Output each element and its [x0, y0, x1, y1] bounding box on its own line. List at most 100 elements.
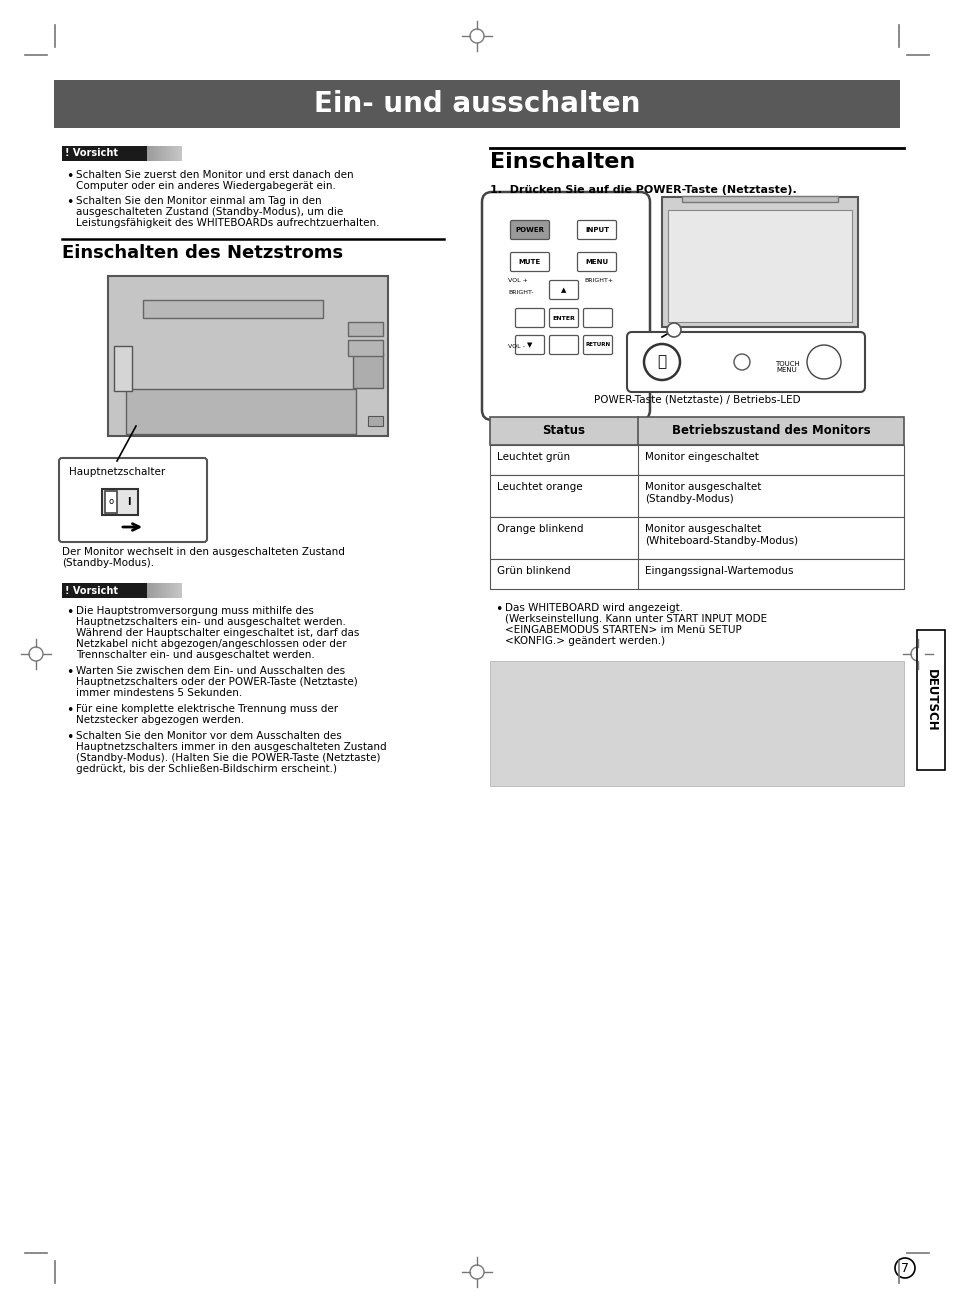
Text: POWER-Taste (Netztaste) / Betriebs-LED: POWER-Taste (Netztaste) / Betriebs-LED — [593, 395, 800, 405]
Bar — [91, 583, 94, 598]
Text: Leuchtet grün: Leuchtet grün — [497, 453, 570, 462]
Bar — [70, 146, 71, 161]
Bar — [180, 146, 182, 161]
FancyBboxPatch shape — [510, 221, 549, 239]
Text: Einschalten des Netzstroms: Einschalten des Netzstroms — [62, 245, 343, 262]
Text: Hauptnetzschalter: Hauptnetzschalter — [69, 467, 165, 477]
Text: ⏻: ⏻ — [657, 354, 666, 369]
Bar — [62, 146, 147, 161]
Bar — [140, 146, 142, 161]
Bar — [108, 583, 110, 598]
Bar — [178, 583, 180, 598]
Bar — [64, 146, 66, 161]
Text: Hauptnetzschalters immer in den ausgeschalteten Zustand: Hauptnetzschalters immer in den ausgesch… — [76, 742, 386, 752]
Bar — [180, 583, 182, 598]
Text: Netzkabel nicht abgezogen/angeschlossen oder der: Netzkabel nicht abgezogen/angeschlossen … — [76, 640, 346, 649]
Text: VOL -: VOL - — [507, 344, 524, 349]
Bar — [102, 146, 104, 161]
Text: (Werkseinstellung. Kann unter START INPUT MODE: (Werkseinstellung. Kann unter START INPU… — [504, 613, 766, 624]
Text: Monitor ausgeschaltet
(Standby-Modus): Monitor ausgeschaltet (Standby-Modus) — [644, 483, 760, 504]
Bar — [108, 276, 388, 436]
Bar — [173, 583, 175, 598]
Bar — [106, 583, 108, 598]
Text: Die Hauptstromversorgung muss mithilfe des: Die Hauptstromversorgung muss mithilfe d… — [76, 606, 314, 616]
Bar — [348, 340, 382, 356]
FancyBboxPatch shape — [549, 335, 578, 354]
Circle shape — [806, 345, 841, 379]
Bar — [916, 630, 944, 770]
Bar — [142, 146, 144, 161]
Text: Hauptnetzschalters ein- und ausgeschaltet werden.: Hauptnetzschalters ein- und ausgeschalte… — [76, 617, 346, 627]
Bar — [160, 583, 162, 598]
Text: INPUT: INPUT — [584, 228, 608, 233]
Bar — [158, 583, 160, 598]
Text: Warten Sie zwischen dem Ein- und Ausschalten des: Warten Sie zwischen dem Ein- und Ausscha… — [76, 666, 345, 676]
Text: Der Monitor wechselt in den ausgeschalteten Zustand: Der Monitor wechselt in den ausgeschalte… — [62, 547, 345, 557]
Bar — [110, 146, 112, 161]
Text: ausgeschalteten Zustand (Standby-Modus), um die: ausgeschalteten Zustand (Standby-Modus),… — [76, 207, 343, 217]
Bar — [170, 146, 172, 161]
Bar — [104, 583, 106, 598]
FancyBboxPatch shape — [549, 280, 578, 300]
Bar — [166, 146, 168, 161]
Bar — [98, 583, 100, 598]
Bar — [138, 146, 140, 161]
Text: •: • — [495, 603, 502, 616]
Text: BRIGHT-: BRIGHT- — [507, 289, 533, 294]
Text: Netzstecker abgezogen werden.: Netzstecker abgezogen werden. — [76, 715, 244, 725]
Bar — [661, 198, 857, 327]
Bar — [144, 583, 146, 598]
Text: immer mindestens 5 Sekunden.: immer mindestens 5 Sekunden. — [76, 688, 242, 698]
Bar — [164, 583, 166, 598]
Bar — [490, 661, 903, 786]
Bar — [78, 583, 80, 598]
Bar — [150, 583, 152, 598]
Bar — [108, 146, 110, 161]
Bar — [62, 583, 64, 598]
Bar — [353, 353, 382, 388]
Text: (Standby-Modus).: (Standby-Modus). — [62, 559, 154, 568]
Text: <KONFIG.> geändert werden.): <KONFIG.> geändert werden.) — [504, 636, 664, 646]
Bar — [144, 146, 146, 161]
Bar — [120, 146, 122, 161]
Bar — [132, 583, 133, 598]
Bar — [166, 583, 168, 598]
Bar — [76, 583, 78, 598]
Text: •: • — [66, 704, 73, 717]
Bar — [126, 146, 128, 161]
Bar — [368, 416, 382, 426]
Bar — [175, 146, 178, 161]
Text: Schalten Sie den Monitor einmal am Tag in den: Schalten Sie den Monitor einmal am Tag i… — [76, 196, 321, 205]
FancyBboxPatch shape — [583, 309, 612, 327]
Bar — [74, 583, 76, 598]
Text: Leistungsfähigkeit des WHITEBOARDs aufrechtzuerhalten.: Leistungsfähigkeit des WHITEBOARDs aufre… — [76, 218, 379, 228]
Bar — [153, 146, 156, 161]
Bar — [150, 146, 152, 161]
Text: <EINGABEMODUS STARTEN> im Menü SETUP: <EINGABEMODUS STARTEN> im Menü SETUP — [504, 625, 741, 634]
Bar — [91, 146, 94, 161]
Bar — [490, 517, 903, 559]
Bar — [84, 583, 86, 598]
Bar — [140, 583, 142, 598]
FancyBboxPatch shape — [515, 335, 544, 354]
Text: TOUCH
MENU: TOUCH MENU — [774, 361, 799, 374]
Bar — [152, 146, 153, 161]
Bar — [105, 490, 117, 513]
Circle shape — [733, 354, 749, 370]
Bar — [490, 559, 903, 589]
FancyBboxPatch shape — [626, 332, 864, 392]
Bar — [136, 583, 138, 598]
Text: Orange blinkend: Orange blinkend — [497, 525, 583, 534]
Text: I: I — [127, 497, 131, 508]
Text: ! Vorsicht: ! Vorsicht — [65, 149, 118, 158]
Bar — [128, 146, 130, 161]
Bar — [168, 583, 170, 598]
Bar — [156, 146, 158, 161]
FancyBboxPatch shape — [481, 192, 649, 420]
Bar — [113, 347, 132, 391]
Bar — [96, 583, 98, 598]
Text: Während der Hauptschalter eingeschaltet ist, darf das: Während der Hauptschalter eingeschaltet … — [76, 628, 359, 638]
Bar — [104, 146, 106, 161]
Text: Status: Status — [542, 425, 585, 437]
Bar — [86, 146, 88, 161]
